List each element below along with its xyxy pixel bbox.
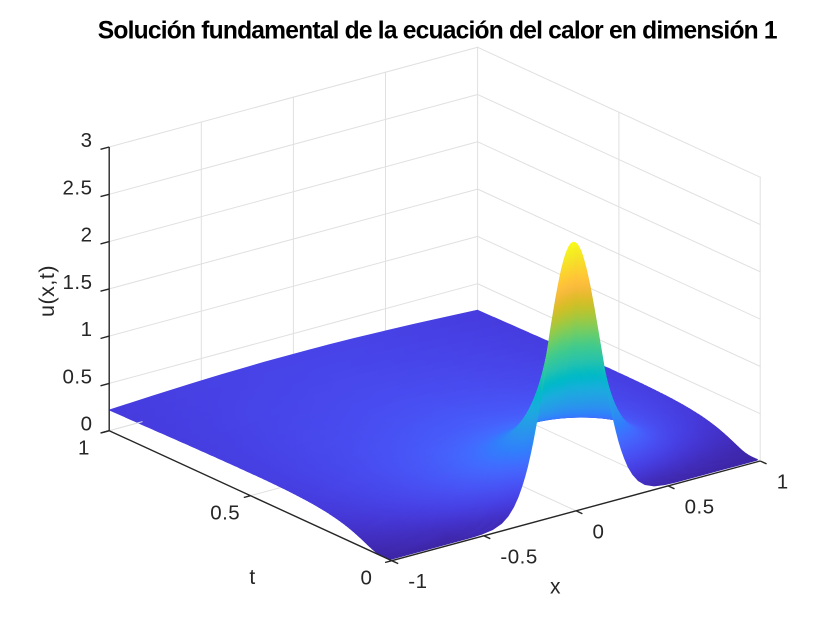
svg-text:0: 0 (361, 567, 373, 590)
svg-text:1: 1 (777, 471, 789, 494)
svg-text:-0.5: -0.5 (500, 545, 537, 568)
svg-text:3: 3 (81, 129, 93, 152)
svg-text:0: 0 (593, 520, 605, 543)
svg-text:0: 0 (81, 413, 93, 436)
svg-text:0.5: 0.5 (63, 365, 93, 388)
svg-text:Solución fundamental de la ecu: Solución fundamental de la ecuación del … (98, 18, 777, 45)
svg-text:-1: -1 (408, 570, 427, 593)
svg-text:0.5: 0.5 (685, 495, 715, 518)
svg-text:u(x,t): u(x,t) (35, 265, 59, 317)
svg-text:0.5: 0.5 (210, 502, 240, 525)
svg-text:x: x (550, 576, 561, 599)
svg-text:t: t (249, 566, 255, 589)
svg-text:1: 1 (78, 437, 90, 460)
svg-text:1.5: 1.5 (63, 271, 93, 294)
svg-text:1: 1 (81, 318, 93, 341)
svg-text:2.5: 2.5 (63, 176, 93, 199)
svg-text:2: 2 (81, 224, 93, 247)
